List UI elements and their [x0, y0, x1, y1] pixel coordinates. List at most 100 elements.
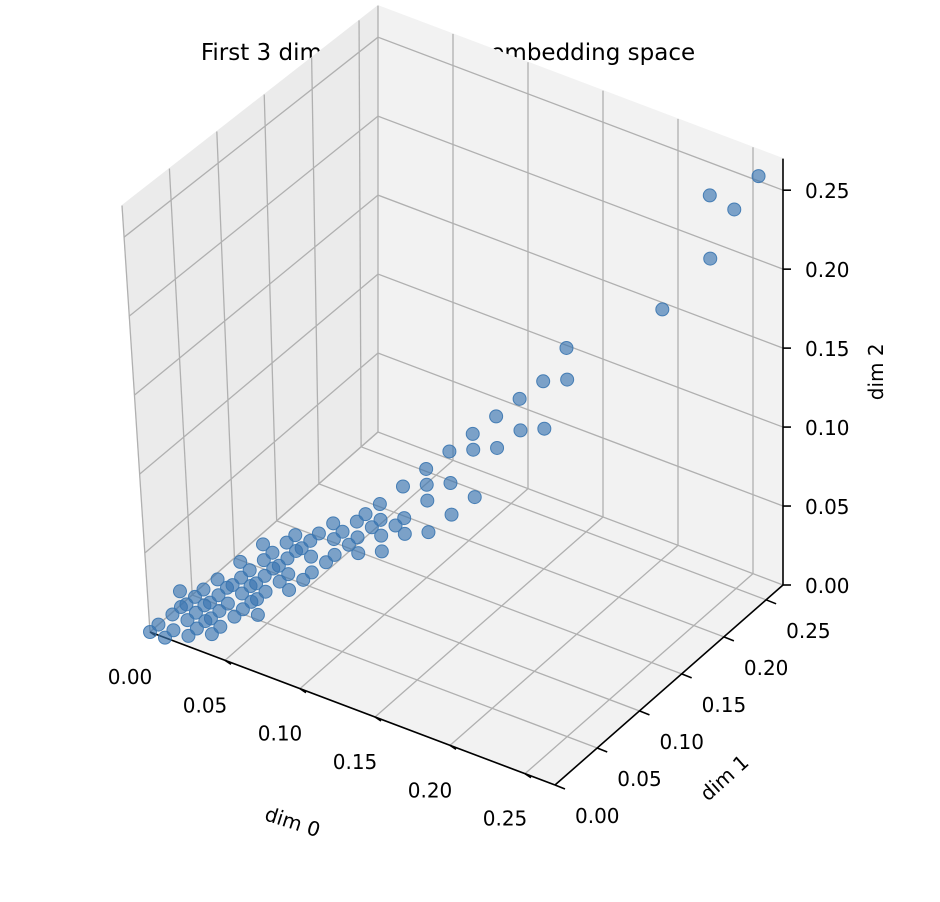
data-point: [296, 572, 311, 587]
data-point: [319, 555, 334, 570]
x-tick-label: 0.00: [108, 665, 153, 689]
grid-line-y-floor: [318, 483, 725, 638]
z-tick-label: 0.05: [805, 495, 850, 519]
y-tick-label: 0.25: [786, 619, 831, 643]
data-point: [537, 421, 552, 436]
data-point: [249, 576, 264, 591]
data-point: [560, 372, 575, 387]
data-point: [341, 537, 356, 552]
x-tick-label: 0.20: [408, 778, 453, 802]
data-point: [256, 553, 271, 568]
data-point: [351, 546, 366, 561]
data-point: [466, 442, 481, 457]
y-tick: [596, 747, 608, 753]
grid-line-y-wall: [358, 20, 362, 447]
data-point: [512, 391, 527, 406]
x-tick: [524, 773, 532, 779]
data-point: [490, 440, 505, 455]
x-axis-label: dim 0: [262, 802, 323, 842]
data-point: [374, 544, 389, 559]
data-point: [349, 514, 364, 529]
x-tick-label: 0.10: [258, 722, 303, 746]
grid-line-x-floor: [299, 488, 529, 690]
y-tick-label: 0.10: [659, 730, 704, 754]
grid-line-x-floor: [449, 544, 679, 746]
data-point: [421, 525, 436, 540]
x-tick: [449, 744, 457, 750]
data-point: [233, 554, 248, 569]
data-point: [271, 558, 286, 573]
x-tick: [374, 716, 382, 722]
data-point: [536, 374, 551, 389]
grid-line-z-left: [128, 115, 379, 317]
y-axis-label: dim 1: [695, 750, 753, 806]
data-point: [420, 493, 435, 508]
grid-line-z-right: [377, 36, 784, 191]
z-tick-label: 0.15: [805, 337, 850, 361]
data-point: [294, 541, 309, 556]
data-point: [326, 516, 341, 531]
data-point: [443, 476, 458, 491]
data-point: [395, 479, 410, 494]
data-point: [388, 518, 403, 533]
z-tick-label: 0.10: [805, 416, 850, 440]
grid-line-y-wall: [310, 57, 320, 484]
data-point: [397, 526, 412, 541]
data-point: [179, 597, 194, 612]
z-axis-label: dim 2: [864, 343, 888, 400]
y-tick-label: 0.15: [702, 693, 747, 717]
data-point: [442, 444, 457, 459]
data-point: [255, 537, 270, 552]
y-tick-label: 0.05: [617, 767, 662, 791]
data-point: [559, 340, 574, 355]
x-tick: [224, 659, 232, 665]
grid-line-z-left: [144, 352, 379, 554]
data-point: [172, 584, 187, 599]
data-point: [751, 169, 766, 184]
data-point: [444, 507, 459, 522]
grid-line-z-left: [134, 194, 379, 396]
data-point: [282, 582, 297, 597]
data-point: [655, 302, 670, 317]
grid-line-y-wall: [168, 168, 193, 595]
z-tick-label: 0.20: [805, 258, 850, 282]
data-point: [304, 549, 319, 564]
data-point: [143, 625, 157, 639]
data-point: [467, 490, 482, 505]
data-point: [465, 426, 480, 441]
grid-line-y-wall: [263, 94, 278, 521]
data-point: [227, 609, 242, 624]
data-point: [372, 497, 387, 512]
x-tick-label: 0.25: [483, 807, 528, 831]
data-point: [727, 202, 742, 217]
y-tick: [723, 636, 735, 642]
data-point: [180, 613, 195, 628]
grid-line-z-right: [377, 352, 784, 507]
data-point: [225, 578, 240, 593]
data-point: [326, 532, 341, 547]
data-point: [158, 630, 172, 645]
grid-line-z-right: [377, 431, 784, 586]
data-point: [250, 607, 265, 622]
x-tick-label: 0.15: [333, 750, 378, 774]
data-point: [279, 535, 294, 550]
y-axis-line: [554, 584, 784, 786]
data-point: [272, 574, 287, 589]
x-axis-line: [149, 631, 556, 786]
data-point: [489, 409, 504, 424]
grid-line-z-right: [377, 273, 784, 428]
grid-line-y-wall: [216, 131, 236, 558]
z-tick-label: 0.25: [805, 179, 850, 203]
data-point: [181, 628, 196, 643]
grid-line-z-right: [377, 115, 784, 270]
y-tick: [765, 599, 777, 605]
x-tick-label: 0.05: [183, 693, 228, 717]
data-point: [702, 188, 717, 203]
data-point: [204, 627, 219, 642]
data-point: [419, 477, 434, 492]
y-tick: [681, 673, 692, 679]
data-point: [235, 586, 250, 601]
x-tick: [299, 688, 307, 694]
